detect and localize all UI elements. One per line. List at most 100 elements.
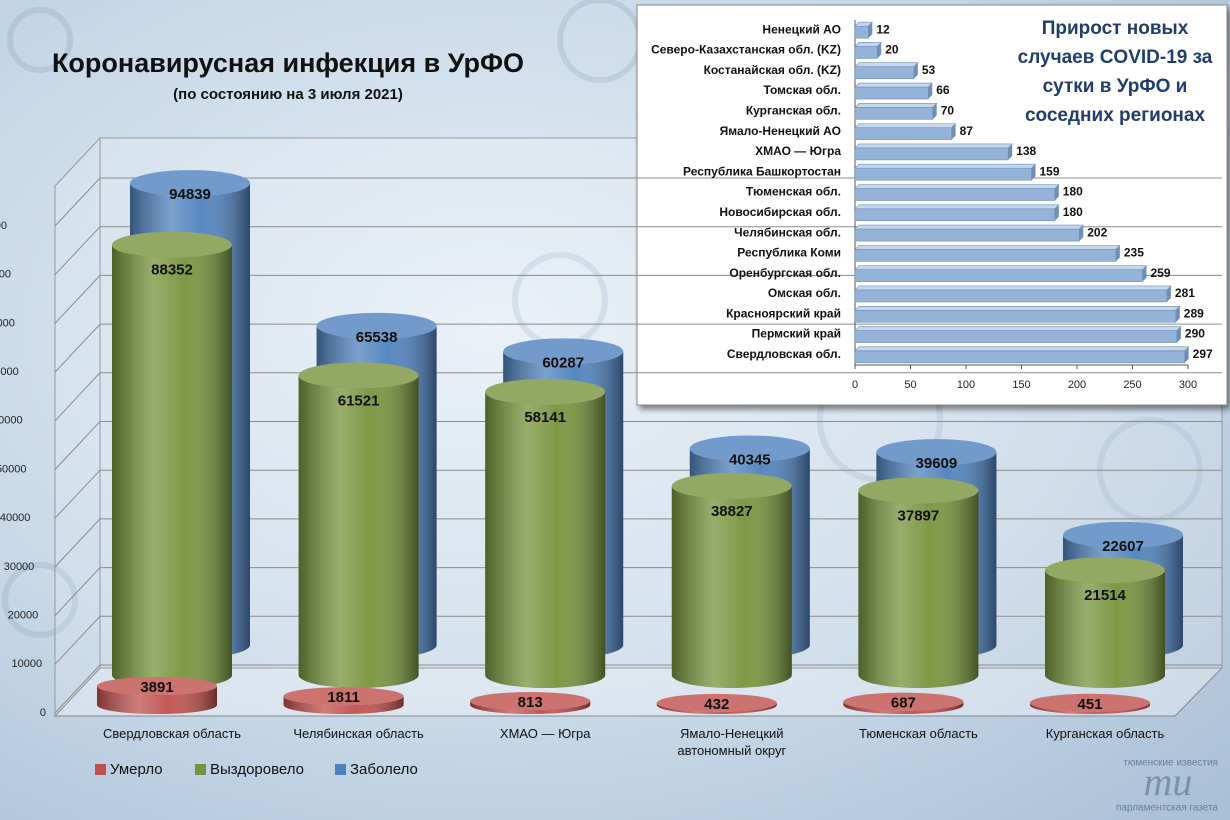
bar-top (854, 82, 933, 88)
bar-side (1054, 184, 1059, 201)
bar-top (854, 42, 882, 47)
cylinder-shade (485, 391, 606, 689)
grid-line (54, 664, 1222, 714)
bar-top (854, 204, 1060, 210)
value-label: 180 (1063, 205, 1083, 219)
bar-top (854, 285, 1172, 291)
cylinder-top (843, 692, 964, 711)
cylinder-top (503, 338, 624, 365)
y-tick-label: 90000 (0, 269, 11, 281)
legend-swatch (195, 764, 206, 775)
cylinder-shade (858, 490, 979, 688)
bar (854, 208, 1056, 222)
x-tick-label: 200 (1068, 379, 1086, 391)
bar (854, 249, 1117, 262)
cylinder-top-light (1030, 693, 1150, 712)
y-tick-label: Курганская обл. (746, 103, 841, 117)
bar-side (877, 42, 882, 59)
value-label: 87 (960, 124, 974, 138)
y-tick-label: ХМАО — Югра (755, 144, 841, 158)
y-tick-label: 50000 (0, 463, 27, 475)
value-label: 66 (936, 83, 950, 97)
cylinder-top (689, 435, 810, 462)
value-label: 53 (922, 63, 936, 77)
side-wall (54, 136, 101, 718)
value-label: 159 (1039, 164, 1059, 178)
grid-line (54, 177, 1222, 227)
value-label: 37897 (898, 507, 940, 524)
bar (854, 188, 1056, 201)
value-label: 297 (1193, 347, 1213, 361)
watermark-bottom: парламентская газета (1116, 803, 1218, 814)
value-label: 432 (704, 696, 729, 713)
value-label: 60287 (542, 354, 584, 371)
grid-line (54, 567, 1222, 616)
cylinder-top-light (858, 477, 979, 504)
cylinder-top (130, 170, 250, 197)
cylinder-shade (656, 702, 777, 714)
x-tick-label: Курганская область (1045, 726, 1165, 741)
cylinder-top-light (876, 439, 997, 466)
y-tick-label: 80000 (0, 317, 15, 329)
x-tick-label: Челябинская область (293, 726, 424, 741)
bar-top (854, 224, 1084, 230)
y-tick-label: Республика Коми (737, 246, 841, 260)
bar-top (854, 62, 919, 68)
bar-top (854, 123, 957, 128)
x-tick-label: Ямало-Ненецкий автономный округ (677, 726, 787, 758)
grid-line (54, 518, 1222, 568)
bar-side (913, 62, 918, 79)
value-label: 289 (1184, 306, 1204, 320)
legend-label: Выздоровело (210, 761, 304, 778)
bar-side (932, 103, 937, 120)
y-tick-label: Красноярский край (726, 306, 841, 320)
bar-side (1008, 143, 1013, 160)
cylinder-top (316, 312, 437, 339)
bar-side (1031, 164, 1036, 181)
cylinder-shade (843, 701, 964, 714)
x-tick-label: 100 (957, 379, 975, 391)
y-tick-label: Ненецкий АО (762, 22, 841, 36)
bar-side (1142, 265, 1147, 282)
cylinder-top-light (1063, 521, 1183, 548)
value-label: 1811 (327, 689, 360, 706)
watermark-mark: ти (1144, 759, 1193, 804)
bar (854, 269, 1143, 282)
x-tick-label: 250 (1123, 379, 1141, 391)
x-tick-label: 300 (1179, 379, 1197, 391)
value-label: 58141 (524, 409, 566, 426)
bar (854, 127, 952, 140)
cylinder-shade (283, 696, 404, 714)
bar-top (854, 184, 1060, 189)
cylinder-top (298, 362, 419, 389)
value-label: 65538 (356, 329, 398, 346)
value-label: 39609 (916, 455, 958, 472)
cylinder-top (485, 378, 606, 405)
cylinder-top-light (112, 231, 232, 258)
y-tick-label: 20000 (8, 610, 39, 622)
y-tick-label: 70000 (0, 366, 19, 378)
y-tick-label: Свердловская обл. (727, 347, 841, 361)
bar (854, 289, 1168, 303)
cylinder-shade (298, 375, 419, 689)
bar-side (868, 22, 873, 39)
legend-label: Умерло (110, 761, 163, 778)
bar-top (854, 103, 938, 108)
bar-side (1176, 326, 1181, 343)
x-tick-label: 50 (904, 379, 916, 391)
cylinder-top (470, 692, 591, 711)
cylinder-top (876, 439, 997, 466)
y-tick-label: 60000 (0, 415, 23, 427)
cylinder-top-light (316, 312, 437, 339)
y-tick-label: 30000 (4, 561, 35, 573)
value-label: 70 (941, 103, 955, 117)
chart-title: Коронавирусная инфекция в УрФО (52, 48, 524, 78)
grid-line (54, 615, 1222, 665)
legend-label: Заболело (350, 761, 418, 778)
value-label: 12 (876, 22, 890, 36)
x-tick-label: Свердловская область (102, 726, 242, 741)
cylinder-top-light (1045, 557, 1165, 584)
cylinder-top-light (130, 170, 250, 197)
cylinder-shade (97, 686, 217, 714)
